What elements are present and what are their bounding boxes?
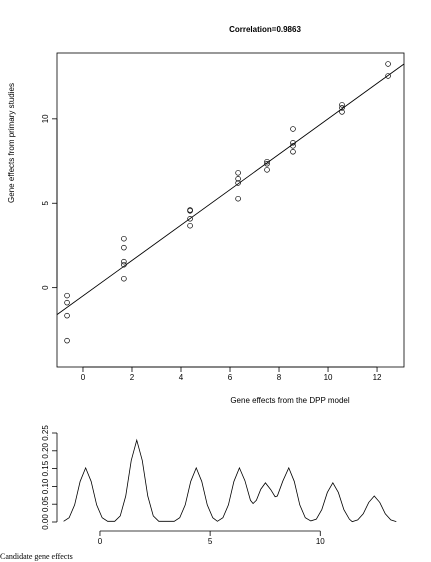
x-tick-label: 0 <box>98 537 103 546</box>
point <box>339 109 345 115</box>
y-tick-label: 0 <box>41 285 50 290</box>
y-tick-label: 0.15 <box>41 460 50 476</box>
point <box>235 180 241 186</box>
x-axis-label: Candidate gene effects <box>0 552 73 561</box>
point <box>64 299 70 306</box>
chart-title: Correlation=0.9863 <box>229 25 301 34</box>
plot-frame <box>56 52 405 368</box>
y-tick-label: 0.05 <box>41 496 50 512</box>
point <box>187 208 193 214</box>
fit-line <box>56 63 405 316</box>
x-tick-label: 2 <box>130 373 135 382</box>
point <box>235 170 241 176</box>
y-tick-label: 0.25 <box>41 425 50 441</box>
point <box>64 292 70 299</box>
y-tick-label: 0.20 <box>41 442 50 458</box>
y-tick-label: 0.00 <box>41 514 50 530</box>
x-tick-label: 10 <box>324 373 333 382</box>
point <box>339 102 345 108</box>
point <box>64 337 70 344</box>
point <box>339 105 345 111</box>
point <box>290 126 296 132</box>
point <box>121 244 127 251</box>
x-tick-label: 10 <box>316 537 325 546</box>
point <box>187 216 193 222</box>
x-tick-label: 12 <box>373 373 382 382</box>
y-tick-label: 0.10 <box>41 478 50 494</box>
point <box>385 73 391 79</box>
point <box>264 167 270 173</box>
density-curve <box>63 438 397 523</box>
point <box>235 195 241 202</box>
point <box>290 149 296 155</box>
point <box>385 61 391 67</box>
point <box>264 160 270 167</box>
point <box>235 176 241 182</box>
y-tick-label: 10 <box>41 114 50 123</box>
x-tick-label: 6 <box>228 373 233 382</box>
x-tick-label: 8 <box>277 373 282 382</box>
x-tick-label: 0 <box>81 373 86 382</box>
point <box>121 258 127 265</box>
point <box>187 222 193 229</box>
x-tick-label: 5 <box>208 537 213 546</box>
y-axis-label: Gene effects from primary studies <box>7 83 16 203</box>
point <box>64 312 70 319</box>
y-tick-label: 5 <box>41 200 50 205</box>
point <box>121 235 127 242</box>
point <box>121 275 127 282</box>
x-axis-label: Gene effects from the DPP model <box>230 396 350 405</box>
x-tick-label: 4 <box>179 373 184 382</box>
